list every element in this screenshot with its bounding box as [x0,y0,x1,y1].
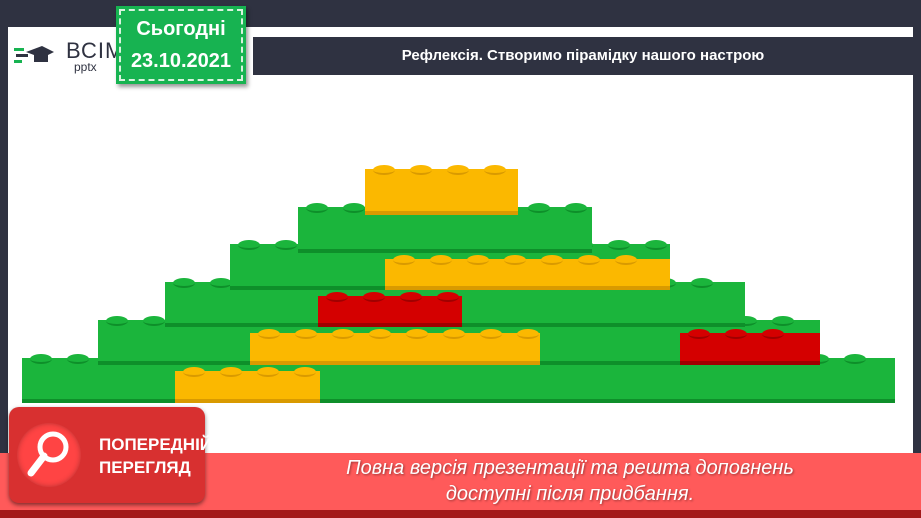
brick-stud [173,278,195,288]
brick-stud [220,367,242,377]
brick-stud [183,367,205,377]
logo-subtext: pptx [74,60,97,74]
brick-stud [369,329,391,339]
brick-stud [447,165,469,175]
brick-stud [295,329,317,339]
brick-stud [504,255,526,265]
brick-stud [725,329,747,339]
date-badge: Сьогодні 23.10.2021 [116,6,246,84]
brick-stud [393,255,415,265]
brick-stud [30,354,52,364]
brick-stud [615,255,637,265]
brick-stud [645,240,667,250]
brick-stud [467,255,489,265]
bottom-strip [0,510,921,518]
preview-badge[interactable]: ПОПЕРЕДНІЙ ПЕРЕГЛЯД [9,407,212,503]
graduation-cap-icon [14,46,54,63]
brick-stud [306,203,328,213]
banner-line-2: доступні після придбання. [445,483,695,505]
brick-stud [762,329,784,339]
magnifier-icon [17,423,81,487]
brick-stud [106,316,128,326]
green-brick [22,358,895,403]
brick-stud [772,316,794,326]
orange-brick [365,169,518,215]
logo-text: ВСІМ [66,38,125,63]
brick-stud [294,367,316,377]
logo: ВСІМ pptx [14,38,124,78]
badge-line-2: ПЕРЕГЛЯД [99,458,191,477]
slide-title: Рефлексія. Створимо пірамідку нашого нас… [253,37,913,75]
brick-stud [332,329,354,339]
brick-stud [67,354,89,364]
brick-stud [238,240,260,250]
brick-stud [528,203,550,213]
brick-stud [691,278,713,288]
brick-stud [373,165,395,175]
date-value: 23.10.2021 [130,50,232,72]
brick-stud [578,255,600,265]
brick-stud [143,316,165,326]
brick-stud [258,329,280,339]
brick-stud [480,329,502,339]
brick-stud [541,255,563,265]
brick-stud [735,316,757,326]
brick-stud [343,203,365,213]
banner-line-1: Повна версія презентації та решта доповн… [346,457,794,479]
brick-stud [363,292,385,302]
brick-stud [484,165,506,175]
brick-stud [430,255,452,265]
brick-stud [437,292,459,302]
brick-stud [608,240,630,250]
brick-stud [326,292,348,302]
brick-stud [275,240,297,250]
brick-stud [565,203,587,213]
brick-stud [844,354,866,364]
brick-stud [688,329,710,339]
brick-stud [443,329,465,339]
brick-stud [410,165,432,175]
brick-stud [517,329,539,339]
brick-stud [210,278,232,288]
brick-stud [257,367,279,377]
badge-line-1: ПОПЕРЕДНІЙ [99,435,213,454]
brick-stud [406,329,428,339]
brick-stud [400,292,422,302]
date-label: Сьогодні [136,18,226,40]
